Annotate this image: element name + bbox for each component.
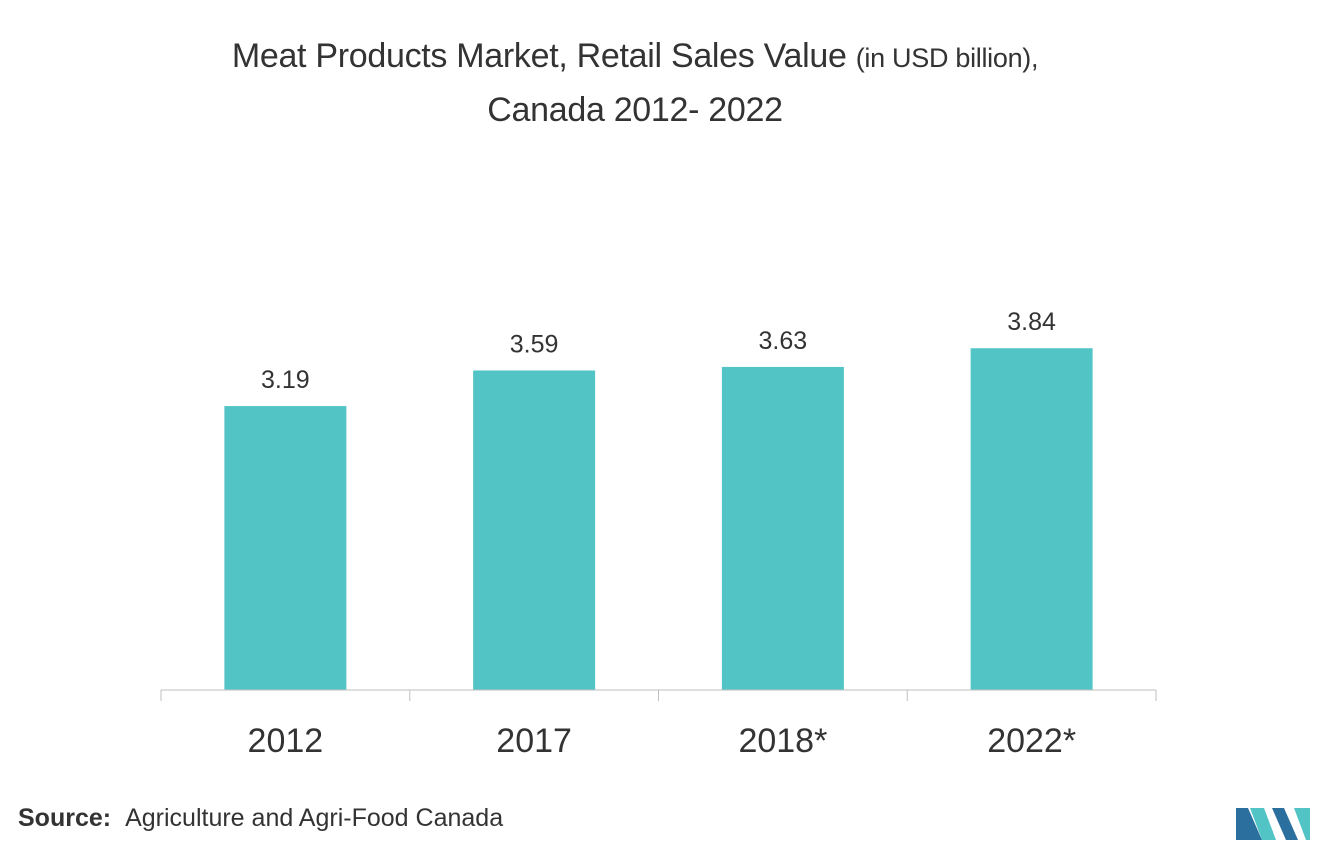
source-label: Source: <box>18 804 112 832</box>
chart-title-unit: (in USD billion), <box>855 43 1039 73</box>
x-tick-label: 2017 <box>496 722 572 760</box>
x-tick-label: 2022* <box>987 722 1076 760</box>
chart-title-line-1: Meat Products Market, Retail Sales Value… <box>0 30 1270 84</box>
bar-2012 <box>224 406 347 690</box>
source-text: Agriculture and Agri-Food Canada <box>125 804 504 832</box>
x-tick-label: 2012 <box>248 722 324 760</box>
source-note: Source: Agriculture and Agri-Food Canada <box>18 804 503 833</box>
chart-title-main: Meat Products Market, Retail Sales Value <box>231 37 847 75</box>
bar-chart: 3.19 3.59 3.63 3.84 2012 2017 2018* 2022* <box>160 308 1157 760</box>
x-axis: 2012 2017 2018* 2022* <box>160 689 1157 760</box>
data-label: 3.84 <box>1007 308 1056 336</box>
bar-2017 <box>473 370 596 690</box>
bar-2022 <box>970 348 1093 690</box>
chart-title-line-2: Canada 2012- 2022 <box>487 91 783 129</box>
bars-layer <box>224 348 1093 690</box>
data-labels-layer: 3.19 3.59 3.63 3.84 <box>261 308 1056 394</box>
bar-2018 <box>721 366 844 690</box>
mordor-intelligence-logo-icon <box>1236 808 1310 840</box>
data-label: 3.59 <box>510 330 559 358</box>
data-label: 3.63 <box>759 327 808 355</box>
data-label: 3.19 <box>261 366 310 394</box>
x-tick-label: 2018* <box>738 722 827 760</box>
chart-title: Meat Products Market, Retail Sales Value… <box>0 30 1270 136</box>
